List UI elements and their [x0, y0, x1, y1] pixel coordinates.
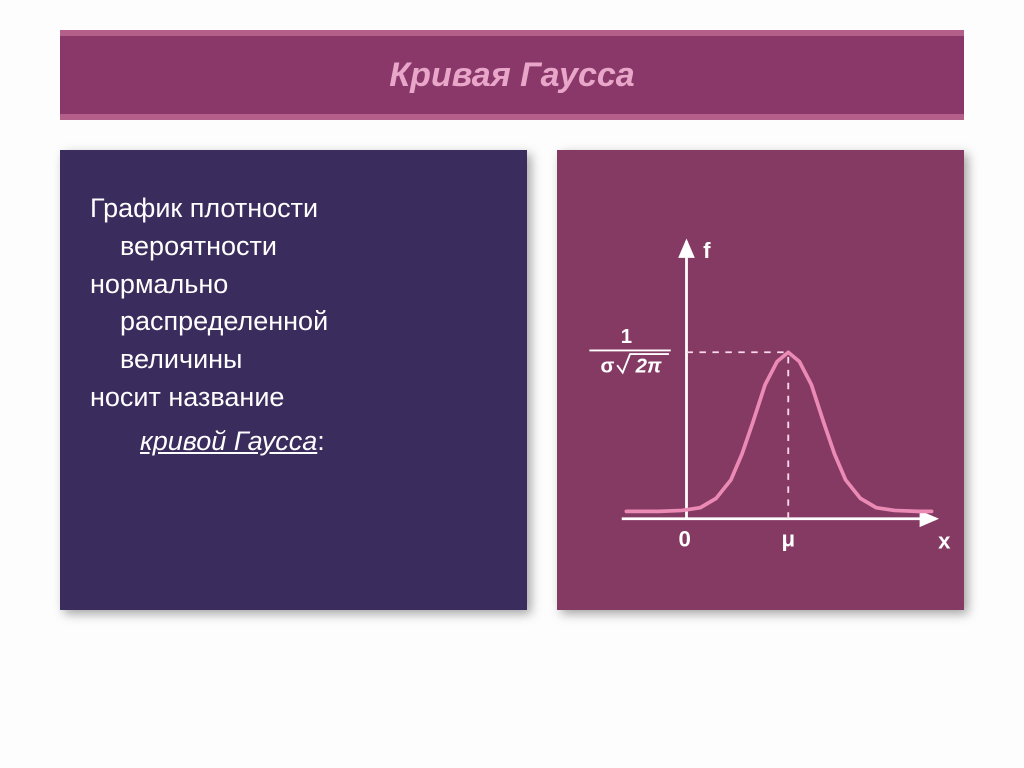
desc-line-2b: распределенной	[90, 303, 497, 341]
slide-title: Кривая Гаусса	[389, 56, 634, 95]
desc-line-2: нормально	[90, 266, 497, 304]
svg-text:μ: μ	[781, 527, 795, 552]
svg-text:x: x	[938, 528, 951, 553]
desc-line-1b: вероятности	[90, 228, 497, 266]
gaussian-chart: f x 0 μ 1σ 2π	[557, 150, 964, 610]
svg-text:2π: 2π	[635, 356, 662, 378]
desc-line-4: кривой Гаусса:	[90, 426, 325, 456]
description-text: График плотности вероятности нормально р…	[90, 190, 497, 461]
content-panels: График плотности вероятности нормально р…	[60, 150, 964, 610]
svg-text:0: 0	[678, 527, 690, 552]
desc-line-3: носит название	[90, 379, 497, 417]
desc-line-2c: величины	[90, 341, 497, 379]
desc-colon: :	[317, 426, 325, 456]
desc-line-1: График плотности	[90, 190, 497, 228]
description-panel: График плотности вероятности нормально р…	[60, 150, 527, 610]
svg-text:σ: σ	[600, 356, 614, 378]
title-bar: Кривая Гаусса	[60, 30, 964, 120]
svg-text:f: f	[703, 238, 711, 263]
chart-panel: f x 0 μ 1σ 2π	[557, 150, 964, 610]
svg-text:1: 1	[621, 326, 632, 348]
desc-emphasis: кривой Гаусса	[90, 423, 317, 461]
